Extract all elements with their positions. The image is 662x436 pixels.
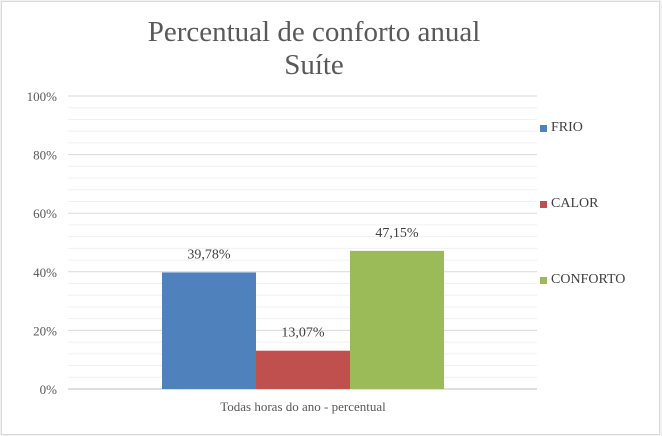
data-label-frio: 39,78% <box>187 247 231 262</box>
legend-label-conforto: CONFORTO <box>551 272 626 287</box>
legend-swatch-conforto <box>540 276 547 284</box>
legend-label-frio: FRIO <box>551 120 583 135</box>
legend-item-conforto: CONFORTO <box>540 272 625 288</box>
chart-title-line1: Percentual de conforto anual <box>147 16 481 48</box>
y-tick-label: 60% <box>33 206 57 221</box>
bar-frio <box>162 272 256 389</box>
y-tick-label: 100% <box>27 89 58 104</box>
y-tick-label: 0% <box>40 382 58 397</box>
bar-calor <box>256 350 350 389</box>
chart-subtitle: Suíte <box>284 49 344 81</box>
chart-title: Percentual de conforto anual Suíte <box>0 16 628 82</box>
y-tick-label: 20% <box>33 323 57 338</box>
y-tick-label: 40% <box>33 265 57 280</box>
legend-swatch-calor <box>540 200 547 208</box>
legend-swatch-frio <box>540 124 547 132</box>
data-label-calor: 13,07% <box>281 326 325 341</box>
legend-item-frio: FRIO <box>540 120 583 136</box>
y-tick-label: 80% <box>33 148 57 163</box>
bar-conforto <box>350 250 444 389</box>
legend-item-calor: CALOR <box>540 196 598 212</box>
legend-label-calor: CALOR <box>551 196 599 211</box>
x-category-label: Todas horas do ano - percentual <box>220 399 386 414</box>
data-label-conforto: 47,15% <box>375 226 419 241</box>
